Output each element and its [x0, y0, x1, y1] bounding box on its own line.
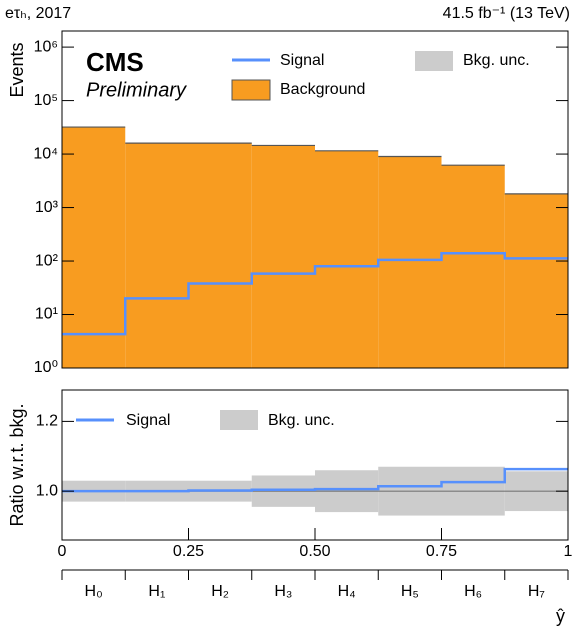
y-axis-label: Events: [7, 42, 27, 97]
category-label: H₅: [401, 583, 419, 600]
y-tick-label: 10²: [35, 252, 59, 269]
y-tick-label: 1.2: [36, 413, 58, 430]
legend-label: Background: [280, 81, 365, 98]
preliminary-label: Preliminary: [86, 79, 187, 101]
y-tick-label: 10⁴: [33, 145, 58, 162]
x-tick-label: 0.50: [299, 543, 330, 560]
background-bar: [188, 143, 252, 368]
signal-ratio-line: [62, 467, 568, 493]
x-tick-label: 1: [564, 543, 573, 560]
x-tick-label: 0.75: [426, 543, 457, 560]
legend-label: Signal: [280, 52, 324, 69]
legend-label: Bkg. unc.: [268, 412, 335, 429]
lumi-label: 41.5 fb⁻¹ (13 TeV): [443, 5, 570, 22]
background-bar: [62, 127, 126, 368]
x-tick-label: 0: [58, 543, 67, 560]
y-tick-label: 10⁰: [34, 359, 58, 376]
channel-label: eτₕ, 2017: [5, 5, 71, 22]
category-label: H₃: [274, 583, 292, 600]
bottom-frame: [61, 389, 569, 541]
cms-label: CMS: [86, 47, 144, 77]
category-label: H₄: [338, 583, 356, 600]
category-label: H₂: [211, 583, 229, 600]
y-tick-label: 10⁵: [34, 92, 58, 109]
x-axis-label: ŷ: [556, 606, 565, 626]
background-bar: [441, 165, 505, 368]
y-tick-label: 1.0: [36, 482, 58, 499]
category-label: H₇: [528, 583, 545, 600]
ratio-axis-label: Ratio w.r.t. bkg.: [7, 403, 27, 526]
legend-label: Bkg. unc.: [463, 52, 530, 69]
bottom-panel: 1.0 1.2 0 0.25 0.50 0.75 1 H₀ H₁ H₂ H₃ H₄ H₅ H₆ H₇ Sign…: [36, 410, 573, 600]
y-tick-label: 10³: [35, 199, 59, 216]
top-frame: [61, 30, 569, 369]
category-label: H₆: [464, 583, 482, 600]
signal-line: [62, 251, 568, 336]
category-label: H₁: [148, 583, 165, 600]
background-bar: [125, 143, 189, 368]
legend-swatch: [415, 51, 453, 71]
legend-swatch: [231, 79, 271, 101]
background-bar: [315, 150, 379, 368]
y-tick-label: 10⁶: [34, 38, 58, 55]
legend-label: Signal: [126, 412, 170, 429]
category-label: H₀: [85, 583, 103, 600]
y-tick-label: 10¹: [35, 306, 58, 323]
top-panel: 10⁰ 10¹ 10² 10³ 10⁴ 10⁵ 10⁶ Signal Background Bkg…: [33, 38, 568, 376]
background-bar: [504, 193, 568, 368]
background-bar: [251, 145, 315, 368]
x-tick-label: 0.25: [173, 543, 204, 560]
legend-swatch: [220, 410, 258, 430]
background-bar: [378, 156, 442, 368]
